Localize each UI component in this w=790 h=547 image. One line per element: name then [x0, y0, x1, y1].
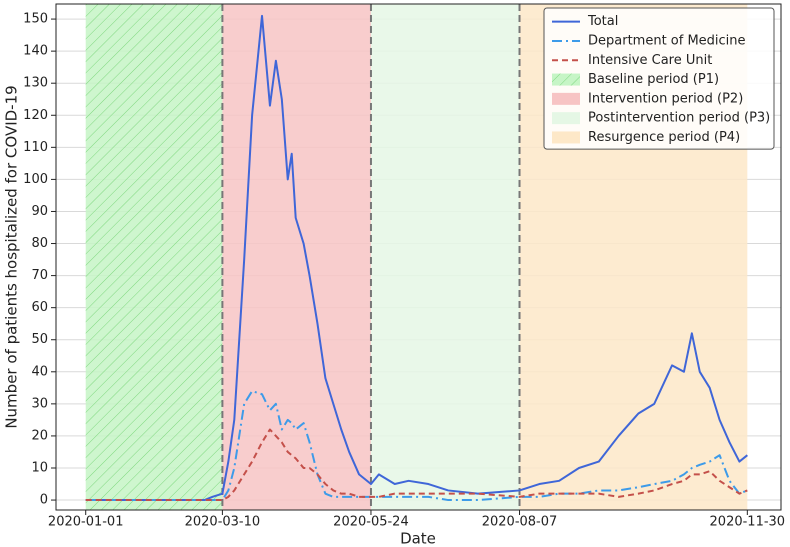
y-tick-label: 10 [31, 460, 48, 475]
y-tick-label: 20 [31, 428, 48, 443]
y-tick-label: 60 [31, 300, 48, 315]
y-tick-label: 40 [31, 364, 48, 379]
legend-swatch [552, 112, 580, 125]
y-tick-label: 50 [31, 332, 48, 347]
legend-swatch-hatch [552, 73, 580, 86]
series-line [85, 14, 748, 502]
legend-label: Total [587, 14, 618, 29]
period-span [370, 4, 520, 510]
legend-swatch [552, 131, 580, 144]
period-hatch [85, 4, 223, 510]
y-tick-label: 70 [31, 268, 48, 283]
legend-swatch [552, 92, 580, 105]
y-tick-label: 0 [40, 493, 48, 508]
period-span [222, 4, 371, 510]
plot-frame [55, 3, 782, 511]
legend-label: Department of Medicine [588, 33, 746, 48]
legend: Total Department of Medicine Intensive Car… [543, 7, 775, 150]
legend-box [543, 7, 775, 150]
y-axis-label: Number of patients hospitalized for COVI… [3, 85, 21, 428]
y-tick-label: 130 [23, 76, 48, 91]
y-tick-label: 100 [23, 172, 48, 187]
y-tick-label: 30 [31, 396, 48, 411]
legend-label: Intervention period (P2) [588, 91, 743, 106]
y-tick-label: 90 [31, 204, 48, 219]
x-tick-label: 2020-05-24 [333, 515, 409, 530]
legend-label: Postintervention period (P3) [588, 111, 770, 126]
plot-area [85, 4, 748, 510]
y-tick-label: 120 [23, 108, 48, 123]
y-tick-label: 140 [23, 44, 48, 59]
x-tick-label: 2020-08-07 [482, 515, 558, 530]
legend-label: Resurgence period (P4) [588, 130, 740, 145]
x-tick-label: 2020-11-30 [710, 515, 786, 530]
y-tick-label: 80 [31, 236, 48, 251]
legend-label: Baseline period (P1) [588, 72, 719, 87]
legend-label: Intensive Care Unit [588, 53, 712, 68]
x-tick-label: 2020-03-10 [185, 515, 261, 530]
x-tick-label: 2020-01-01 [48, 515, 124, 530]
y-tick-label: 150 [23, 12, 48, 27]
y-tick-label: 110 [23, 140, 48, 155]
x-axis-label: Date [400, 530, 436, 547]
series-line [85, 428, 748, 502]
